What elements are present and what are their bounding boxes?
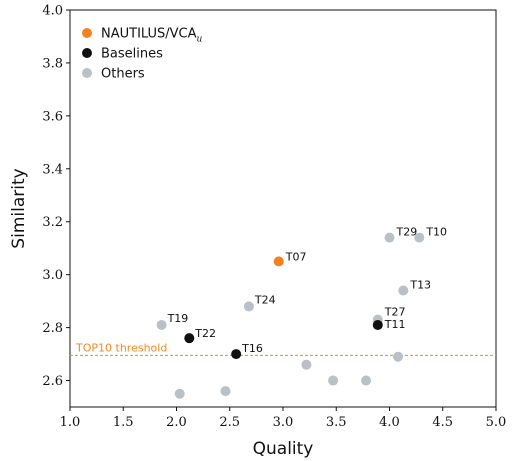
x-tick-label: 2.5 — [219, 415, 240, 430]
legend-marker-0 — [82, 28, 92, 38]
data-point — [301, 359, 312, 370]
data-point — [174, 388, 185, 399]
y-tick-label: 3.6 — [42, 109, 63, 124]
data-point-t19 — [156, 319, 167, 330]
threshold-label: TOP10 threshold — [75, 341, 167, 354]
data-point-t11 — [372, 319, 383, 330]
x-tick-label: 2.0 — [166, 415, 187, 430]
legend-marker-2 — [82, 68, 92, 78]
point-label-t13: T13 — [409, 279, 431, 292]
point-label-t07: T07 — [285, 250, 307, 263]
data-point-t24 — [243, 301, 254, 312]
data-point-t13 — [398, 285, 409, 296]
y-axis-title: Similarity — [9, 168, 29, 248]
y-tick-label: 3.0 — [42, 268, 63, 283]
axes-layer: 1.0 1.5 2.0 2.5 3.0 3.5 4.0 4.5 5.0 2.6 2.8 3.0 3.2 3… — [9, 4, 506, 460]
data-point-t10 — [414, 232, 425, 243]
x-tick-label: 1.5 — [113, 415, 134, 430]
point-label-t27: T27 — [384, 306, 406, 319]
data-point-t29 — [384, 232, 395, 243]
x-tick-label: 4.0 — [379, 415, 400, 430]
point-label-t10: T10 — [425, 226, 447, 239]
y-tick-label: 3.4 — [42, 162, 63, 177]
point-label-t22: T22 — [194, 327, 216, 340]
legend-series-name: Others — [101, 67, 145, 82]
point-label-t19: T19 — [167, 312, 189, 325]
x-tick-label: 3.0 — [273, 415, 294, 430]
y-tick-label: 3.8 — [42, 56, 63, 71]
x-tick-label: 1.0 — [60, 415, 81, 430]
x-tick-label: 4.5 — [432, 415, 453, 430]
data-point — [361, 375, 372, 386]
threshold-layer: TOP10 threshold — [70, 341, 496, 356]
data-point-t16 — [231, 349, 242, 360]
legend-series-name: NAUTILUS/VCA — [101, 27, 197, 42]
legend-label-2: Others — [101, 67, 145, 82]
legend-label-1: Baselines — [101, 47, 163, 62]
data-point — [393, 351, 404, 362]
data-point — [328, 375, 339, 386]
legend-series-name: Baselines — [101, 47, 163, 62]
x-tick-label: 5.0 — [486, 415, 507, 430]
legend: NAUTILUS/VCAu Baselines Others — [82, 27, 203, 82]
data-point — [220, 386, 231, 397]
point-label-t16: T16 — [241, 342, 263, 355]
y-tick-label: 4.0 — [42, 4, 63, 19]
point-labels-layer: T29 T10 T13 T24 T19 T27 T22 T16 T11 T07 — [167, 226, 447, 355]
point-label-t24: T24 — [254, 293, 276, 306]
point-label-t29: T29 — [396, 226, 418, 239]
x-tick-label: 3.5 — [326, 415, 347, 430]
x-axis-title: Quality — [253, 439, 314, 459]
y-tick-label: 3.2 — [42, 215, 63, 230]
points-layer — [156, 232, 425, 399]
data-point-t22 — [184, 333, 195, 344]
y-tick-label: 2.8 — [42, 321, 63, 336]
y-tick-label: 2.6 — [42, 374, 63, 389]
point-label-t11: T11 — [384, 318, 406, 331]
legend-series-subscript: u — [197, 35, 203, 45]
legend-marker-1 — [82, 48, 92, 58]
legend-label-0: NAUTILUS/VCAu — [101, 27, 203, 45]
data-point-t07 — [273, 256, 284, 267]
